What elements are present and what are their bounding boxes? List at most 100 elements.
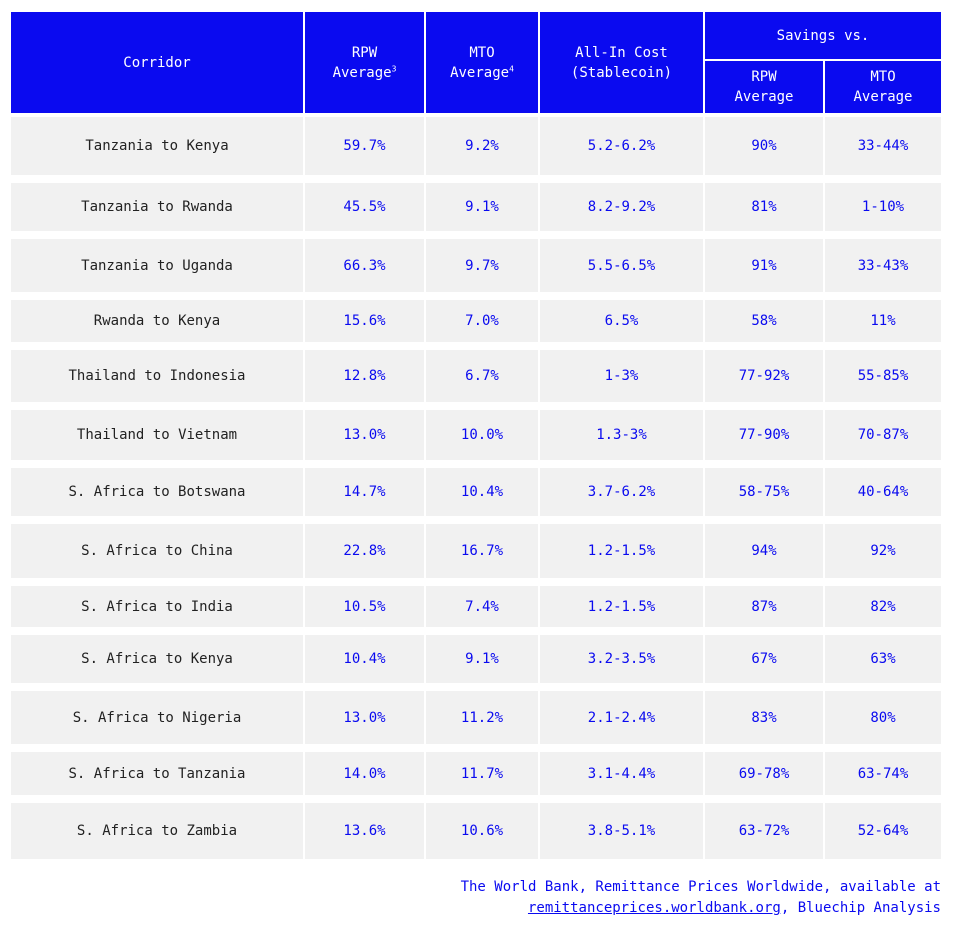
header-rpw-average: RPW Average3: [305, 12, 426, 113]
corridor-cell: Tanzania to Rwanda: [11, 183, 305, 239]
mto-average-cell: 10.6%: [426, 803, 540, 859]
table-row: S. Africa to Kenya 10.4% 9.1% 3.2-3.5% 67% 63…: [11, 635, 941, 691]
savings-mto-cell: 52-64%: [825, 803, 941, 859]
savings-rpw-cell: 83%: [705, 691, 825, 752]
savings-rpw-cell: 58%: [705, 300, 825, 350]
savings-rpw-cell: 77-90%: [705, 410, 825, 468]
savings-mto-cell: 82%: [825, 586, 941, 635]
all-in-cost-cell: 1.2-1.5%: [540, 524, 705, 586]
savings-mto-cell: 1-10%: [825, 183, 941, 239]
rpw-average-cell: 14.7%: [305, 468, 426, 524]
savings-mto-cell: 80%: [825, 691, 941, 752]
rpw-average-cell: 10.4%: [305, 635, 426, 691]
savings-rpw-cell: 91%: [705, 239, 825, 300]
corridor-cell: S. Africa to Tanzania: [11, 752, 305, 803]
rpw-average-cell: 13.0%: [305, 410, 426, 468]
mto-average-cell: 6.7%: [426, 350, 540, 410]
mto-average-cell: 16.7%: [426, 524, 540, 586]
rpw-average-cell: 13.0%: [305, 691, 426, 752]
mto-average-cell: 10.0%: [426, 410, 540, 468]
savings-rpw-cell: 63-72%: [705, 803, 825, 859]
all-in-cost-cell: 3.7-6.2%: [540, 468, 705, 524]
all-in-cost-cell: 3.1-4.4%: [540, 752, 705, 803]
savings-mto-cell: 63-74%: [825, 752, 941, 803]
savings-rpw-cell: 81%: [705, 183, 825, 239]
savings-rpw-cell: 67%: [705, 635, 825, 691]
table-row: S. Africa to Botswana 14.7% 10.4% 3.7-6.2% 5…: [11, 468, 941, 524]
savings-rpw-cell: 87%: [705, 586, 825, 635]
all-in-cost-cell: 2.1-2.4%: [540, 691, 705, 752]
savings-rpw-cell: 90%: [705, 113, 825, 183]
corridor-cell: Thailand to Indonesia: [11, 350, 305, 410]
mto-average-cell: 11.7%: [426, 752, 540, 803]
rpw-average-cell: 13.6%: [305, 803, 426, 859]
source-note: The World Bank, Remittance Prices Worldw…: [461, 877, 941, 919]
all-in-cost-cell: 6.5%: [540, 300, 705, 350]
corridor-cell: S. Africa to Botswana: [11, 468, 305, 524]
corridor-cell: S. Africa to Zambia: [11, 803, 305, 859]
mto-average-cell: 9.7%: [426, 239, 540, 300]
header-corridor: Corridor: [11, 12, 305, 113]
header-savings-rpw: RPW Average: [705, 59, 825, 113]
mto-average-cell: 7.4%: [426, 586, 540, 635]
rpw-average-cell: 10.5%: [305, 586, 426, 635]
mto-average-cell: 10.4%: [426, 468, 540, 524]
footnote-4: 4: [509, 63, 514, 73]
savings-mto-cell: 33-44%: [825, 113, 941, 183]
header-savings-vs: Savings vs.: [705, 12, 941, 59]
all-in-cost-cell: 3.2-3.5%: [540, 635, 705, 691]
corridor-cell: S. Africa to Kenya: [11, 635, 305, 691]
mto-average-cell: 9.2%: [426, 113, 540, 183]
table-row: Rwanda to Kenya 15.6% 7.0% 6.5% 58% 11%: [11, 300, 941, 350]
all-in-cost-cell: 5.5-6.5%: [540, 239, 705, 300]
header-mto-average: MTO Average4: [426, 12, 540, 113]
table-row: S. Africa to India 10.5% 7.4% 1.2-1.5% 87% 82…: [11, 586, 941, 635]
table-row: Tanzania to Uganda 66.3% 9.7% 5.5-6.5% 91% 33…: [11, 239, 941, 300]
header-savings-mto: MTO Average: [825, 59, 941, 113]
rpw-average-cell: 59.7%: [305, 113, 426, 183]
corridor-cell: S. Africa to China: [11, 524, 305, 586]
savings-mto-cell: 70-87%: [825, 410, 941, 468]
table-row: S. Africa to Tanzania 14.0% 11.7% 3.1-4.4% 6…: [11, 752, 941, 803]
mto-average-cell: 9.1%: [426, 635, 540, 691]
savings-rpw-cell: 69-78%: [705, 752, 825, 803]
table-row: Thailand to Indonesia 12.8% 6.7% 1-3% 77-92%…: [11, 350, 941, 410]
corridor-cell: Tanzania to Uganda: [11, 239, 305, 300]
rpw-average-cell: 15.6%: [305, 300, 426, 350]
all-in-cost-cell: 5.2-6.2%: [540, 113, 705, 183]
corridor-cell: S. Africa to Nigeria: [11, 691, 305, 752]
savings-mto-cell: 11%: [825, 300, 941, 350]
corridor-cell: Rwanda to Kenya: [11, 300, 305, 350]
mto-average-cell: 7.0%: [426, 300, 540, 350]
savings-mto-cell: 92%: [825, 524, 941, 586]
mto-average-cell: 11.2%: [426, 691, 540, 752]
savings-rpw-cell: 94%: [705, 524, 825, 586]
savings-mto-cell: 33-43%: [825, 239, 941, 300]
table-row: Thailand to Vietnam 13.0% 10.0% 1.3-3% 77-90…: [11, 410, 941, 468]
all-in-cost-cell: 8.2-9.2%: [540, 183, 705, 239]
rpw-average-cell: 22.8%: [305, 524, 426, 586]
all-in-cost-cell: 1.2-1.5%: [540, 586, 705, 635]
source-line-2: remittanceprices.worldbank.org, Bluechip…: [527, 900, 941, 916]
corridor-cell: Thailand to Vietnam: [11, 410, 305, 468]
table-row: Tanzania to Rwanda 45.5% 9.1% 8.2-9.2% 81% 1-…: [11, 183, 941, 239]
all-in-cost-cell: 3.8-5.1%: [540, 803, 705, 859]
savings-rpw-cell: 58-75%: [705, 468, 825, 524]
rpw-average-cell: 45.5%: [305, 183, 426, 239]
header-all-in-cost: All-In Cost (Stablecoin): [540, 12, 705, 113]
savings-mto-cell: 40-64%: [825, 468, 941, 524]
source-line-1: The World Bank, Remittance Prices Worldw…: [460, 879, 941, 895]
corridor-cell: Tanzania to Kenya: [11, 113, 305, 183]
table-body: Tanzania to Kenya 59.7% 9.2% 5.2-6.2% 90% 33-…: [11, 113, 941, 859]
all-in-cost-cell: 1-3%: [540, 350, 705, 410]
table-row: S. Africa to Nigeria 13.0% 11.2% 2.1-2.4% 83…: [11, 691, 941, 752]
table-row: S. Africa to Zambia 13.6% 10.6% 3.8-5.1% 63-…: [11, 803, 941, 859]
table-row: S. Africa to China 22.8% 16.7% 1.2-1.5% 94% 9…: [11, 524, 941, 586]
savings-mto-cell: 55-85%: [825, 350, 941, 410]
source-link[interactable]: remittanceprices.worldbank.org: [527, 900, 781, 916]
corridor-cell: S. Africa to India: [11, 586, 305, 635]
rpw-average-cell: 66.3%: [305, 239, 426, 300]
rpw-average-cell: 14.0%: [305, 752, 426, 803]
table-row: Tanzania to Kenya 59.7% 9.2% 5.2-6.2% 90% 33-…: [11, 113, 941, 183]
remittance-cost-table: Corridor RPW Average3 MTO Average4 All-In …: [11, 12, 941, 859]
